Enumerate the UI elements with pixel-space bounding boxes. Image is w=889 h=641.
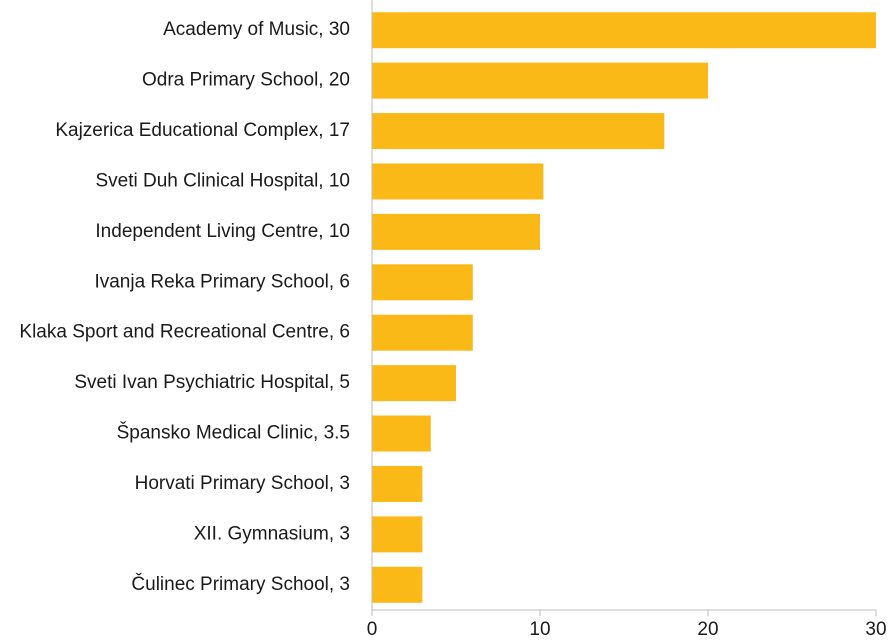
bar [372,465,423,502]
y-tick-label: Špansko Medical Clinic, 3.5 [117,422,350,444]
y-tick-label: Sveti Ivan Psychiatric Hospital, 5 [74,372,350,393]
bar [372,62,708,99]
y-tick-label: Ivanja Reka Primary School, 6 [94,271,350,292]
y-tick-label: Kajzerica Educational Complex, 17 [55,120,350,141]
y-tick-label: Sveti Duh Clinical Hospital, 10 [95,170,350,191]
x-tick-label: 0 [367,619,378,640]
y-tick-label: Horvati Primary School, 3 [135,473,350,494]
x-tick-label: 30 [865,619,886,640]
bar [372,163,544,200]
y-tick-label: Academy of Music, 30 [163,19,350,40]
y-tick-label: Čulinec Primary School, 3 [131,573,350,595]
y-tick-label: Odra Primary School, 20 [142,70,350,91]
y-tick-label: XII. Gymnasium, 3 [194,523,350,544]
bar [372,264,473,301]
bar [372,113,665,150]
y-tick-label: Independent Living Centre, 10 [95,221,350,242]
bar [372,12,876,49]
bar [372,415,431,452]
bar [372,566,423,603]
bar [372,365,456,402]
x-tick-label: 20 [697,619,718,640]
y-tick-label: Klaka Sport and Recreational Centre, 6 [19,322,350,343]
bar [372,213,540,250]
bar [372,314,473,351]
x-tick-label: 10 [529,619,550,640]
bar [372,516,423,553]
